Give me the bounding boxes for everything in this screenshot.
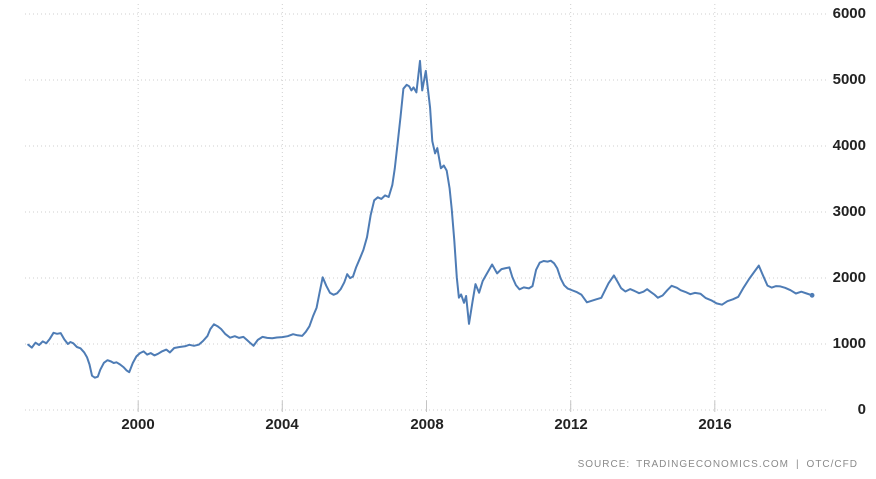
source-label: SOURCE:	[577, 459, 631, 470]
price-line-series	[27, 59, 814, 379]
y-tick-label: 5000	[832, 71, 866, 88]
y-tick-label: 1000	[832, 335, 866, 352]
x-tick-label: 2000	[121, 416, 155, 433]
x-tick-label: 2004	[265, 416, 299, 433]
source-feed: OTC/CFD	[806, 459, 858, 470]
y-tick-label: 6000	[832, 5, 866, 22]
y-tick-label: 2000	[832, 269, 866, 286]
y-tick-label: 0	[857, 401, 866, 418]
y-tick-label: 3000	[832, 203, 866, 220]
x-tick-label: 2016	[698, 416, 732, 433]
source-site-link[interactable]: TRADINGECONOMICS.COM	[636, 459, 789, 470]
x-axis-ticks	[137, 401, 716, 412]
y-tick-label: 4000	[832, 137, 866, 154]
series-end-marker	[809, 292, 815, 298]
x-tick-label: 2012	[554, 416, 588, 433]
source-separator: |	[795, 459, 800, 470]
x-tick-label: 2008	[410, 416, 444, 433]
gridlines	[25, 4, 828, 411]
source-attribution: SOURCE: TRADINGECONOMICS.COM | OTC/CFD	[578, 459, 858, 470]
